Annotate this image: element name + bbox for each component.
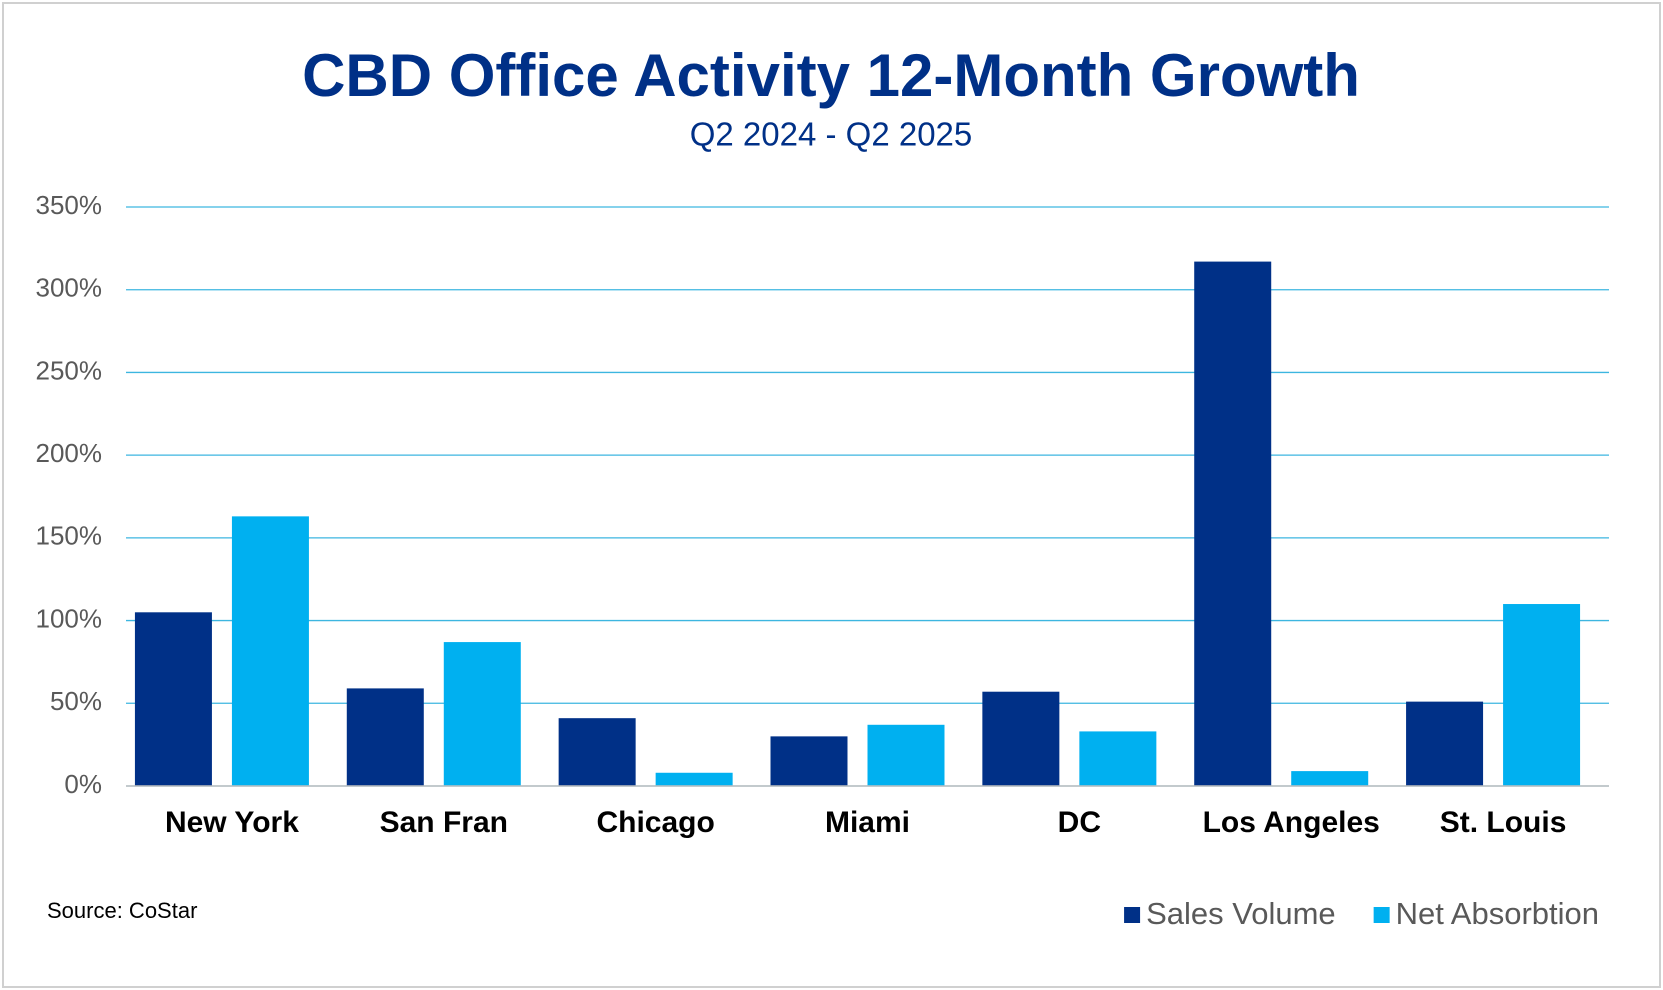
x-tick-label: New York: [165, 806, 299, 839]
bar: [231, 516, 309, 786]
bar: [1406, 701, 1484, 786]
legend-swatch: [1124, 907, 1141, 923]
legend-label: Net Absorbtion: [1396, 896, 1599, 931]
bar: [867, 724, 945, 786]
x-tick-label: Los Angeles: [1203, 806, 1380, 839]
y-tick-label: 50%: [50, 686, 102, 716]
bar: [655, 772, 733, 786]
bar: [346, 688, 424, 786]
legend-label: Sales Volume: [1146, 896, 1336, 931]
bar: [982, 691, 1060, 786]
y-tick-label: 100%: [36, 603, 103, 633]
chart-subtitle: Q2 2024 - Q2 2025: [690, 116, 973, 153]
x-tick-label: St. Louis: [1440, 806, 1567, 839]
bar: [1503, 604, 1581, 786]
y-tick-label: 200%: [36, 438, 103, 468]
bar: [770, 736, 848, 786]
bar: [1194, 261, 1272, 786]
y-tick-label: 250%: [36, 355, 103, 385]
bar: [1079, 731, 1157, 786]
x-tick-label: DC: [1058, 806, 1101, 839]
bar: [134, 612, 212, 786]
y-tick-label: 350%: [36, 190, 103, 220]
x-tick-label: San Fran: [380, 806, 508, 839]
x-tick-label: Miami: [825, 806, 910, 839]
bar: [1291, 771, 1369, 786]
y-tick-label: 150%: [36, 521, 103, 551]
chart-title: CBD Office Activity 12-Month Growth: [302, 42, 1360, 109]
y-tick-label: 300%: [36, 273, 103, 303]
y-tick-label: 0%: [64, 769, 102, 799]
legend-swatch: [1373, 907, 1390, 923]
x-tick-label: Chicago: [596, 806, 714, 839]
bar: [558, 718, 636, 786]
source-note: Source: CoStar: [47, 898, 197, 923]
bar: [443, 642, 521, 786]
